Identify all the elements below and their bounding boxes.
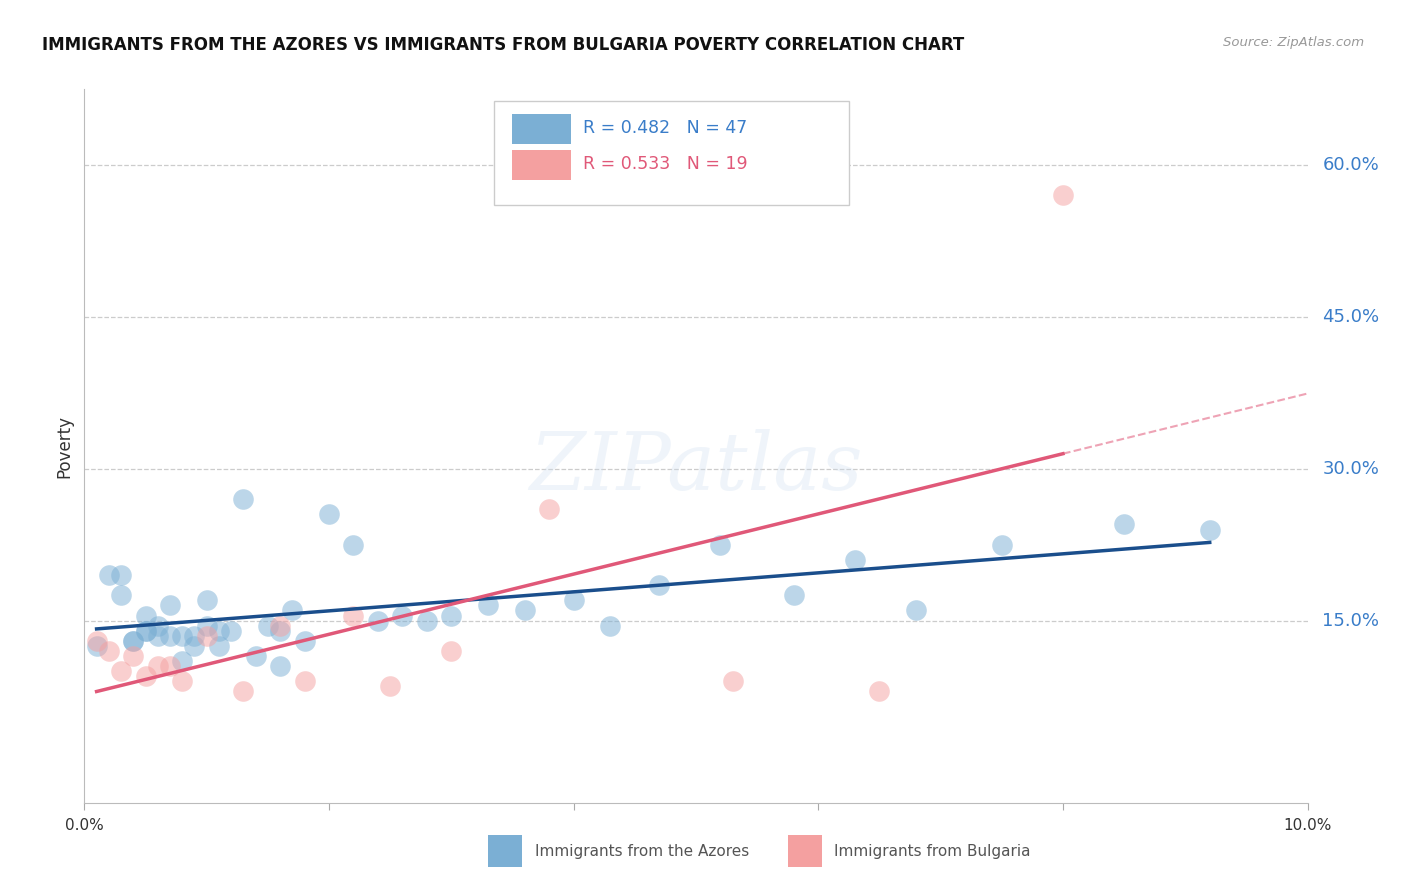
Point: [269, 659, 291, 673]
Point: [477, 599, 499, 613]
Point: [122, 633, 145, 648]
Point: [183, 639, 205, 653]
Point: [208, 639, 231, 653]
Point: [991, 538, 1014, 552]
Y-axis label: Poverty: Poverty: [55, 415, 73, 477]
Text: 0.0%: 0.0%: [65, 818, 104, 833]
Text: Source: ZipAtlas.com: Source: ZipAtlas.com: [1223, 36, 1364, 49]
Point: [440, 608, 463, 623]
Point: [195, 618, 218, 632]
Point: [110, 568, 132, 582]
Point: [440, 644, 463, 658]
Point: [294, 633, 316, 648]
Point: [342, 608, 364, 623]
Point: [232, 684, 254, 698]
Text: 30.0%: 30.0%: [1322, 459, 1379, 478]
Point: [257, 618, 280, 632]
Point: [172, 674, 194, 689]
Point: [538, 502, 561, 516]
Point: [110, 664, 132, 678]
Point: [135, 608, 157, 623]
Point: [97, 568, 120, 582]
Point: [599, 618, 621, 632]
Point: [146, 659, 169, 673]
Point: [122, 633, 145, 648]
Point: [721, 674, 744, 689]
Point: [172, 654, 194, 668]
Point: [135, 669, 157, 683]
Point: [380, 680, 402, 694]
Point: [232, 492, 254, 507]
Point: [195, 593, 218, 607]
Text: Immigrants from Bulgaria: Immigrants from Bulgaria: [834, 844, 1031, 859]
Text: 45.0%: 45.0%: [1322, 308, 1379, 326]
Text: Immigrants from the Azores: Immigrants from the Azores: [534, 844, 749, 859]
Point: [135, 624, 157, 638]
Text: 15.0%: 15.0%: [1322, 612, 1379, 630]
Point: [86, 633, 108, 648]
Text: R = 0.533   N = 19: R = 0.533 N = 19: [583, 155, 748, 173]
FancyBboxPatch shape: [488, 835, 522, 867]
Point: [391, 608, 413, 623]
Point: [269, 618, 291, 632]
Point: [219, 624, 242, 638]
Point: [208, 624, 231, 638]
Point: [562, 593, 585, 607]
Text: R = 0.482   N = 47: R = 0.482 N = 47: [583, 120, 748, 137]
Point: [783, 588, 806, 602]
Point: [159, 659, 181, 673]
Text: IMMIGRANTS FROM THE AZORES VS IMMIGRANTS FROM BULGARIA POVERTY CORRELATION CHART: IMMIGRANTS FROM THE AZORES VS IMMIGRANTS…: [42, 36, 965, 54]
Point: [1052, 188, 1074, 202]
Point: [195, 629, 218, 643]
Point: [245, 648, 267, 663]
Point: [86, 639, 108, 653]
Point: [294, 674, 316, 689]
Point: [97, 644, 120, 658]
Point: [869, 684, 891, 698]
Point: [648, 578, 671, 592]
Point: [135, 624, 157, 638]
Point: [342, 538, 364, 552]
Point: [122, 648, 145, 663]
Point: [159, 629, 181, 643]
Point: [281, 603, 304, 617]
Point: [159, 599, 181, 613]
FancyBboxPatch shape: [513, 150, 571, 180]
FancyBboxPatch shape: [513, 114, 571, 145]
Point: [110, 588, 132, 602]
FancyBboxPatch shape: [494, 102, 849, 205]
Point: [844, 553, 866, 567]
Point: [172, 629, 194, 643]
Point: [709, 538, 731, 552]
Point: [146, 618, 169, 632]
Text: 10.0%: 10.0%: [1284, 818, 1331, 833]
Point: [318, 508, 340, 522]
Point: [905, 603, 928, 617]
Point: [146, 629, 169, 643]
FancyBboxPatch shape: [787, 835, 823, 867]
Point: [1114, 517, 1136, 532]
Text: 60.0%: 60.0%: [1322, 156, 1379, 174]
Point: [367, 614, 389, 628]
Text: ZIPatlas: ZIPatlas: [529, 429, 863, 506]
Point: [416, 614, 439, 628]
Point: [1198, 523, 1220, 537]
Point: [513, 603, 536, 617]
Point: [183, 629, 205, 643]
Point: [269, 624, 291, 638]
